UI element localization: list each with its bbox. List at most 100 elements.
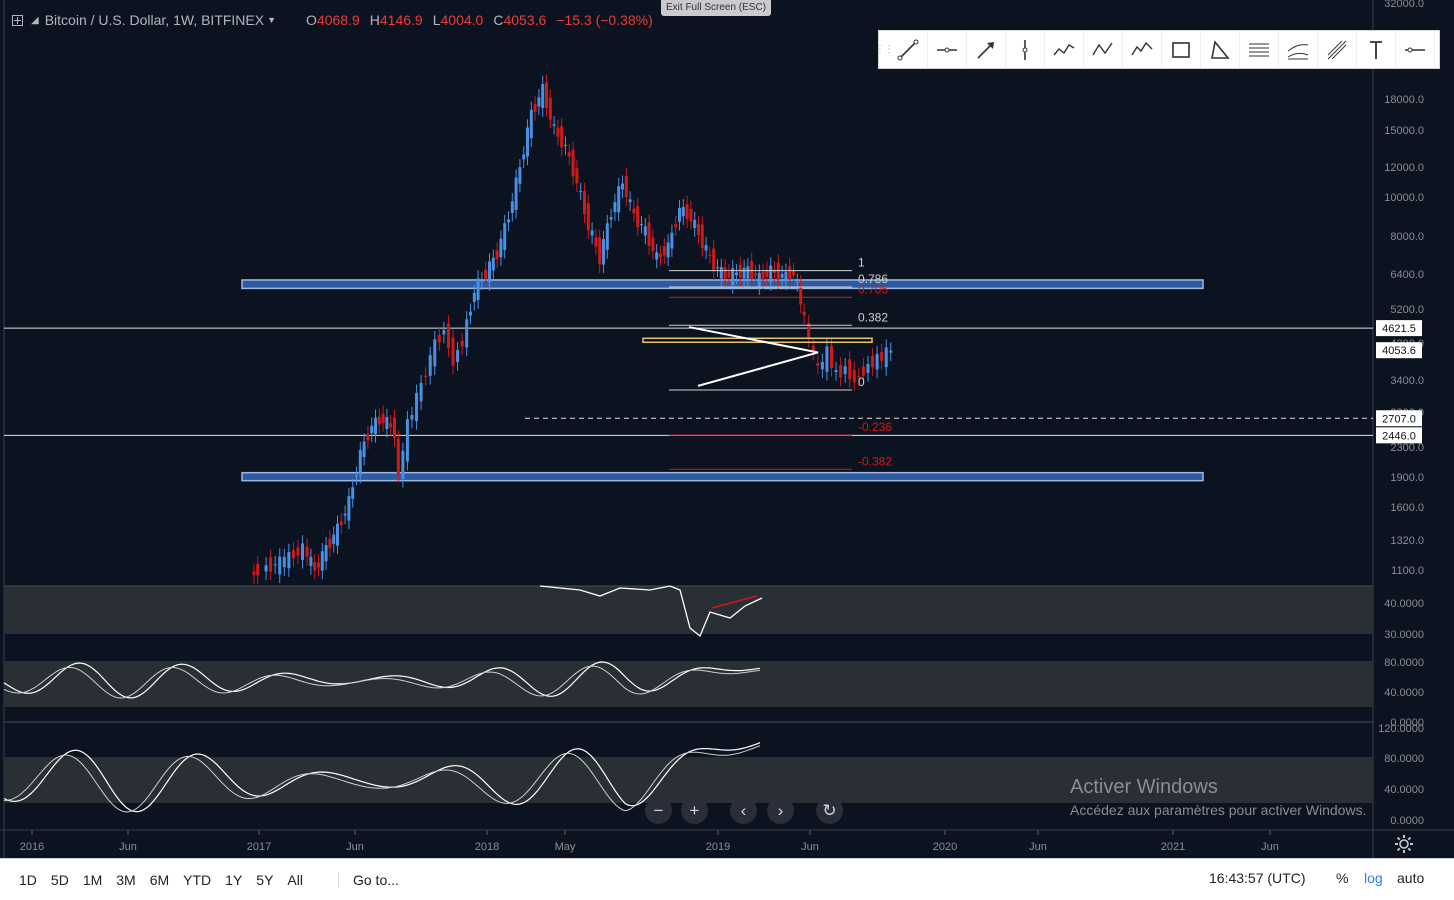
candle-body (757, 272, 761, 287)
indicator-tick: 0.0000 (1390, 815, 1424, 827)
candle-body (510, 201, 514, 213)
rsi-divergence (711, 595, 758, 609)
auto-toggle[interactable]: auto (1397, 870, 1425, 886)
price-tick: 6400.0 (1390, 269, 1424, 281)
percent-toggle[interactable]: % (1336, 870, 1349, 886)
symbol-title[interactable]: Bitcoin / U.S. Dollar, 1W, BITFINEX (44, 12, 265, 28)
candle-body (825, 346, 829, 372)
elliott-wave-tool-button[interactable] (1123, 31, 1162, 68)
candle-body (712, 248, 716, 272)
fib-level-label: 0.705 (858, 282, 888, 296)
candle-body (655, 252, 659, 260)
grip-icon[interactable]: ⋮⋮ (875, 44, 894, 55)
support-resistance-zones[interactable] (241, 279, 1204, 482)
candle-body (659, 253, 662, 258)
horizontal-line-tool-button[interactable] (1396, 31, 1435, 68)
stoch2-d (3, 745, 761, 813)
time-tick-label: Jun (801, 841, 819, 853)
candle-body (305, 546, 309, 557)
trend-line-tool-button[interactable] (889, 31, 928, 68)
low-value: 4004.0 (440, 12, 484, 28)
candle-body (586, 203, 590, 231)
price-tick: 8000.0 (1390, 231, 1424, 243)
range-6m-button[interactable]: 6M (149, 871, 170, 888)
price-axis[interactable]: 32000.0 18000.0 15000.0 12000.0 10000.0 8000.… (1376, 0, 1424, 827)
candle-body (719, 266, 723, 279)
range-all-button[interactable]: All (287, 871, 303, 888)
candle-body (252, 571, 256, 575)
indicator-tick: 40.0000 (1384, 598, 1424, 610)
candle-body (385, 417, 389, 430)
candle-body (317, 562, 320, 568)
candle-body (480, 280, 484, 282)
regression-icon (1287, 43, 1309, 59)
candle-body (381, 413, 385, 424)
candle-body (526, 127, 529, 157)
scroll-right-button[interactable]: › (767, 797, 794, 824)
price-tick: 1900.0 (1390, 472, 1424, 484)
candle-body (499, 238, 503, 258)
candle-body (370, 425, 374, 434)
indicator-tick: 40.0000 (1384, 687, 1424, 699)
stoch1-k (3, 661, 761, 699)
price-tick: 3400.0 (1390, 375, 1424, 387)
candle-body (256, 563, 260, 576)
range-1m-button[interactable]: 1M (82, 871, 103, 888)
horizontal-ray-tool-button[interactable] (928, 31, 967, 68)
reset-chart-button[interactable]: ↻ (816, 797, 843, 824)
range-ytd-button[interactable]: YTD (183, 871, 212, 888)
gear-icon[interactable] (1394, 834, 1414, 854)
range-5d-button[interactable]: 5D (50, 871, 69, 888)
zoom-in-button[interactable]: + (681, 797, 708, 824)
range-3m-button[interactable]: 3M (116, 871, 136, 888)
candle-body (484, 269, 488, 279)
vertical-line-tool-button[interactable] (1006, 31, 1045, 68)
triangle-pattern[interactable] (642, 326, 873, 387)
exit-fullscreen-button[interactable]: Exit Full Screen (ESC) (661, 0, 772, 16)
gann-fan-icon (1327, 40, 1347, 59)
triangle-tool-button[interactable] (1201, 31, 1240, 68)
candle-body (788, 266, 792, 280)
candle-body (875, 354, 879, 370)
time-tick-label: 2016 (20, 841, 44, 853)
abcd-pattern-tool-button[interactable] (1084, 31, 1123, 68)
clock[interactable]: 16:43:57 (UTC) (1209, 870, 1306, 886)
candle-body (296, 547, 300, 556)
candle-body (666, 242, 670, 258)
candle-body (377, 416, 381, 425)
low-label: L (432, 12, 441, 28)
candle-body (697, 224, 700, 236)
expand-icon[interactable] (12, 14, 23, 26)
range-5y-button[interactable]: 5Y (256, 871, 274, 888)
candle-body (332, 534, 336, 544)
rectangle-tool-button[interactable] (1162, 31, 1201, 68)
candle-body (264, 565, 268, 572)
pitchfork-tool-button[interactable] (1045, 31, 1084, 68)
text-tool-button[interactable] (1357, 31, 1396, 68)
chevron-down-icon[interactable]: ▼ (267, 15, 277, 25)
price-tick: 32000.0 (1384, 0, 1424, 10)
gann-fan-tool-button[interactable] (1318, 31, 1357, 68)
candle-body (287, 551, 291, 569)
scroll-left-button[interactable]: ‹ (730, 797, 757, 824)
parallel-channel-tool-button[interactable] (1240, 31, 1279, 68)
candle-body (624, 175, 628, 198)
regression-tool-button[interactable] (1279, 31, 1318, 68)
candle-body (820, 361, 824, 370)
zoom-out-button[interactable]: − (645, 797, 672, 824)
range-1d-button[interactable]: 1D (19, 871, 37, 888)
candle-body (428, 355, 432, 376)
time-axis[interactable]: 2016 Jun 2017 Jun 2018 May 2019 Jun 2020 Jun 2021 J… (20, 830, 1279, 853)
arrow-tool-button[interactable] (967, 31, 1006, 68)
candle-body (343, 513, 347, 516)
log-toggle[interactable]: log (1364, 870, 1383, 886)
range-1y-button[interactable]: 1Y (225, 871, 243, 888)
open-value: 4068.9 (316, 12, 360, 28)
close-label: C (493, 12, 504, 28)
candle-body (731, 268, 735, 286)
candle-body (811, 345, 815, 352)
goto-button[interactable]: Go to... (337, 871, 399, 888)
candle-body (765, 269, 769, 278)
